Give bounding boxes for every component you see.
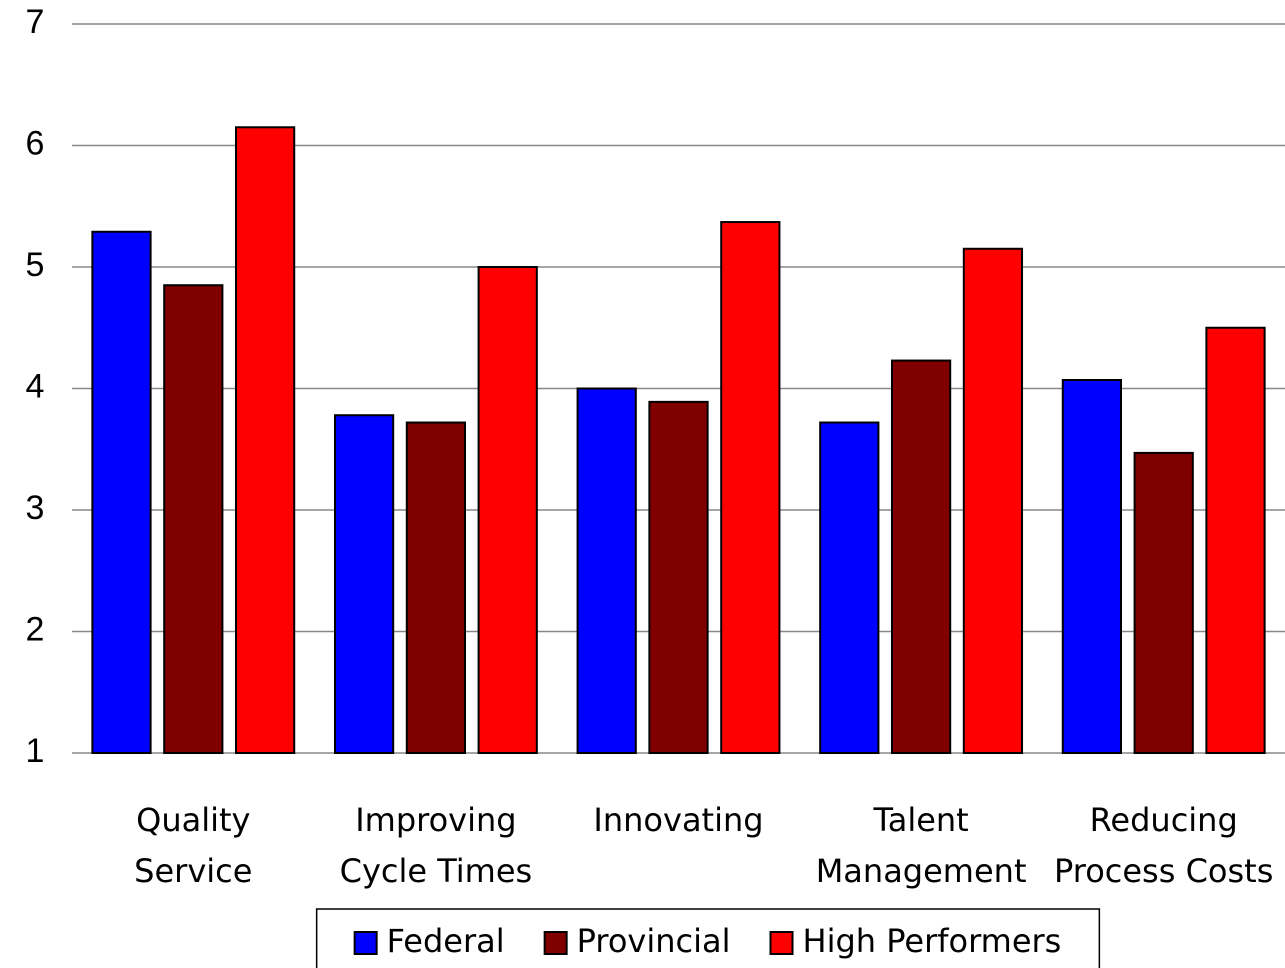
y-tick-label: 4 [26, 367, 45, 405]
bar [1133, 451, 1194, 754]
legend-box [315, 908, 1101, 968]
bar [576, 387, 637, 754]
legend-label: Provincial [577, 922, 731, 960]
x-tick-label: Improving Cycle Times [340, 801, 533, 890]
bar [405, 421, 467, 754]
bar [648, 400, 709, 754]
bar [890, 359, 952, 754]
legend-label: High Performers [803, 922, 1062, 960]
x-tick-line: Service [134, 852, 252, 890]
x-tick-line: Process Costs [1054, 852, 1273, 890]
bar [962, 247, 1024, 754]
x-tick-line: Innovating [593, 801, 763, 839]
y-tick-label: 5 [26, 246, 45, 284]
legend-label: Federal [387, 922, 505, 960]
y-tick-label: 6 [26, 124, 45, 162]
bar [234, 126, 296, 754]
y-tick-label: 2 [26, 610, 45, 648]
x-tick-line: Improving [355, 801, 516, 839]
bar [1205, 326, 1266, 754]
x-tick-line: Reducing [1090, 801, 1238, 839]
x-tick-label: Innovating [593, 801, 763, 839]
legend-swatch [769, 931, 794, 955]
x-tick-line: Quality [136, 801, 250, 839]
x-tick-line: Talent [872, 801, 968, 839]
x-tick-label: Reducing Process Costs [1054, 801, 1273, 890]
x-tick-label: Quality Service [134, 801, 252, 890]
legend-swatch [353, 931, 378, 955]
bar [819, 421, 880, 754]
x-tick-line: Cycle Times [340, 852, 533, 890]
y-tick-label: 7 [26, 3, 45, 41]
y-tick-label: 1 [26, 732, 45, 770]
x-tick-line: Management [816, 852, 1027, 890]
bar [720, 221, 781, 755]
legend-swatch [543, 931, 568, 955]
bar [1061, 378, 1123, 754]
bar [91, 230, 152, 754]
y-tick-label: 3 [26, 489, 45, 527]
bar [333, 414, 395, 754]
bar [477, 266, 538, 754]
bar [163, 284, 224, 754]
x-tick-label: Talent Management [816, 801, 1027, 890]
